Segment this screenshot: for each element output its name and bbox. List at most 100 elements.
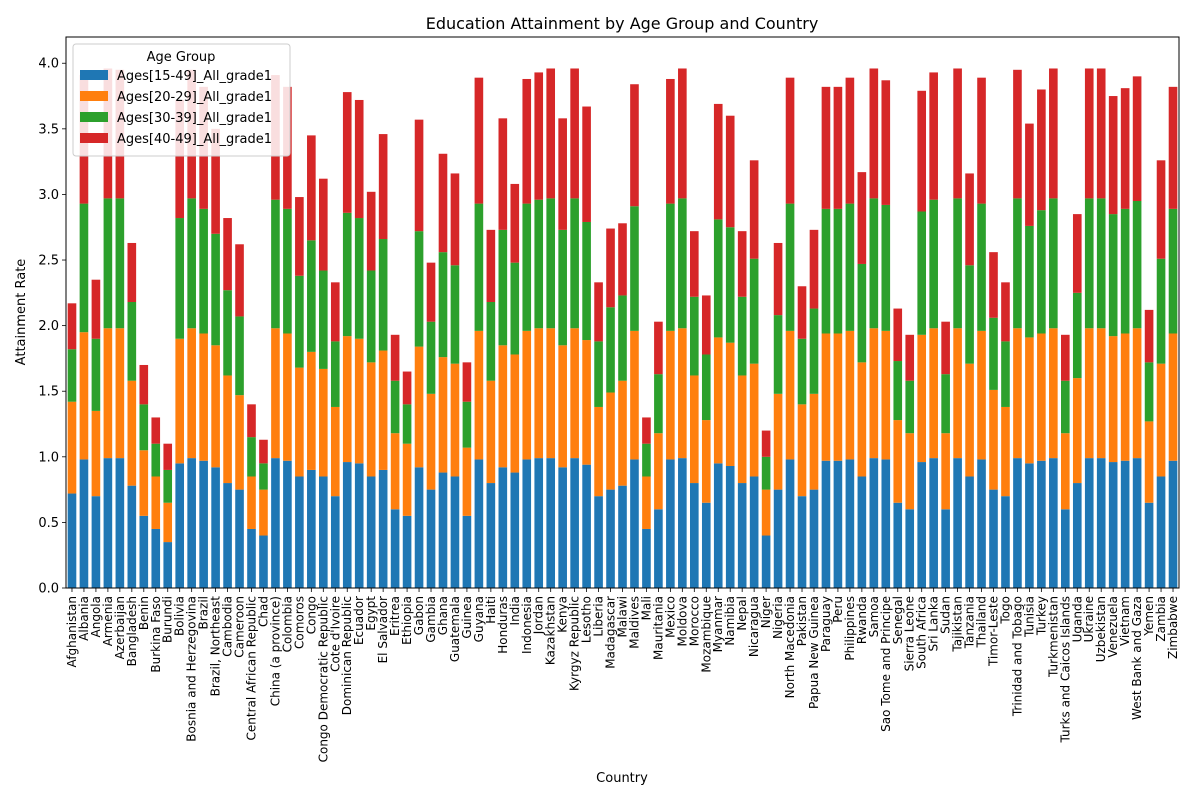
bar-segment <box>390 509 400 588</box>
legend: Age Group Ages[15-49]_All_grade1 Ages[20-… <box>72 43 291 157</box>
x-tick-label: Ecuador <box>352 596 366 645</box>
x-tick-label: Madagascar <box>604 596 618 669</box>
bar-segment <box>654 374 663 434</box>
x-tick-label: Benin <box>137 596 151 630</box>
bar-segment <box>809 393 819 490</box>
bar-segment <box>1025 225 1034 338</box>
x-tick-label: Maldives <box>627 596 641 649</box>
bar-segment <box>462 362 472 402</box>
bar-segment <box>283 460 292 588</box>
bar-segment <box>594 341 603 407</box>
bar-segment <box>175 218 185 339</box>
bar-segment <box>330 341 340 407</box>
bar-segment <box>977 77 986 204</box>
bar-segment <box>354 218 364 339</box>
bar-segment <box>965 476 974 588</box>
x-tick-label: Mexico <box>663 596 677 638</box>
x-tick-label: Nicaragua <box>747 596 761 657</box>
bar-segment <box>917 211 927 335</box>
x-tick-label: Guyana <box>472 596 486 642</box>
bar-segment <box>1061 380 1070 434</box>
bar-segment <box>91 410 101 497</box>
bar-segment <box>235 244 244 317</box>
bar-segment <box>701 502 711 588</box>
bar-segment <box>857 263 867 363</box>
bar-segment <box>642 417 651 444</box>
bar-segment <box>534 72 544 200</box>
bar-segment <box>115 458 125 588</box>
x-tick-label: Zimbabwe <box>1166 596 1180 659</box>
bar-segment <box>199 333 208 461</box>
bar-segment <box>713 463 723 588</box>
y-tick-label: 3.0 <box>38 188 59 203</box>
bar-segment <box>187 458 196 588</box>
bar-segment <box>1108 336 1118 463</box>
bar-segment <box>534 199 544 329</box>
bar-segment <box>582 221 591 341</box>
x-tick-label: Lesotho <box>580 596 594 643</box>
bar-segment <box>833 208 843 334</box>
bar-segment <box>725 465 735 588</box>
bar-segment <box>941 321 950 375</box>
bar-segment <box>666 330 675 460</box>
bar-segment <box>857 362 867 477</box>
bar-segment <box>510 472 520 588</box>
x-tick-label: Angola <box>89 596 103 637</box>
x-tick-label: Armenia <box>101 596 115 646</box>
bar-segment <box>594 406 603 497</box>
bar-segment <box>1072 378 1082 484</box>
bar-segment <box>546 328 556 459</box>
bar-segment <box>797 496 807 588</box>
bar-segment <box>414 119 424 232</box>
bar-segment <box>737 375 747 484</box>
x-tick-label: Colombia <box>280 596 294 652</box>
bar-segment <box>713 103 723 220</box>
y-tick-label: 2.0 <box>38 319 59 334</box>
legend-label: Ages[40-49]_All_grade1 <box>117 132 272 147</box>
bar-segment <box>690 296 699 376</box>
legend-label: Ages[30-39]_All_grade1 <box>117 111 272 126</box>
bar-segment <box>713 219 723 338</box>
x-tick-label: Ukraine <box>1082 596 1096 642</box>
x-tick-label: Cameroon <box>233 596 247 658</box>
bar-segment <box>905 433 915 510</box>
x-tick-label: Myanmar <box>711 596 725 652</box>
bar-segment <box>785 203 795 331</box>
x-tick-label: El Salvador <box>376 596 390 663</box>
bar-segment <box>211 128 220 234</box>
bar-segment <box>737 483 747 588</box>
x-tick-label: Trinidad and Tobago <box>1010 596 1024 717</box>
bar-segment <box>163 469 173 503</box>
bar-segment <box>342 336 352 463</box>
x-tick-label: Paraguay <box>819 596 833 652</box>
bar-segment <box>701 295 711 355</box>
bar-segment <box>845 330 855 460</box>
x-tick-label: Venezuela <box>1106 596 1120 658</box>
bar-segment <box>498 229 508 346</box>
bar-segment <box>929 328 938 459</box>
bar-segment <box>450 476 460 588</box>
bar-segment <box>67 303 77 350</box>
bar-segment <box>175 463 185 588</box>
bar-segment <box>1156 476 1166 588</box>
x-tick-label: Indonesia <box>520 596 534 654</box>
x-tick-label: West Bank and Gaza <box>1130 596 1144 720</box>
x-tick-label: Senegal <box>891 596 905 644</box>
x-tick-label: Namibia <box>723 596 737 646</box>
bar-segment <box>354 338 364 464</box>
bar-segment <box>606 392 615 490</box>
legend-label: Ages[15-49]_All_grade1 <box>117 69 272 84</box>
bar-segment <box>534 328 544 459</box>
x-tick-label: Sao Tome and Principe <box>879 596 893 732</box>
bar-segment <box>534 458 544 588</box>
bar-segment <box>725 342 735 466</box>
bar-segment <box>845 459 855 588</box>
bar-segment <box>953 328 962 459</box>
bar-segment <box>271 328 280 459</box>
bar-segment <box>163 542 173 588</box>
bar-segment <box>259 535 268 588</box>
x-tick-label: Ghana <box>436 596 450 635</box>
bar-segment <box>163 502 173 543</box>
x-tick-label: Egypt <box>364 596 378 631</box>
